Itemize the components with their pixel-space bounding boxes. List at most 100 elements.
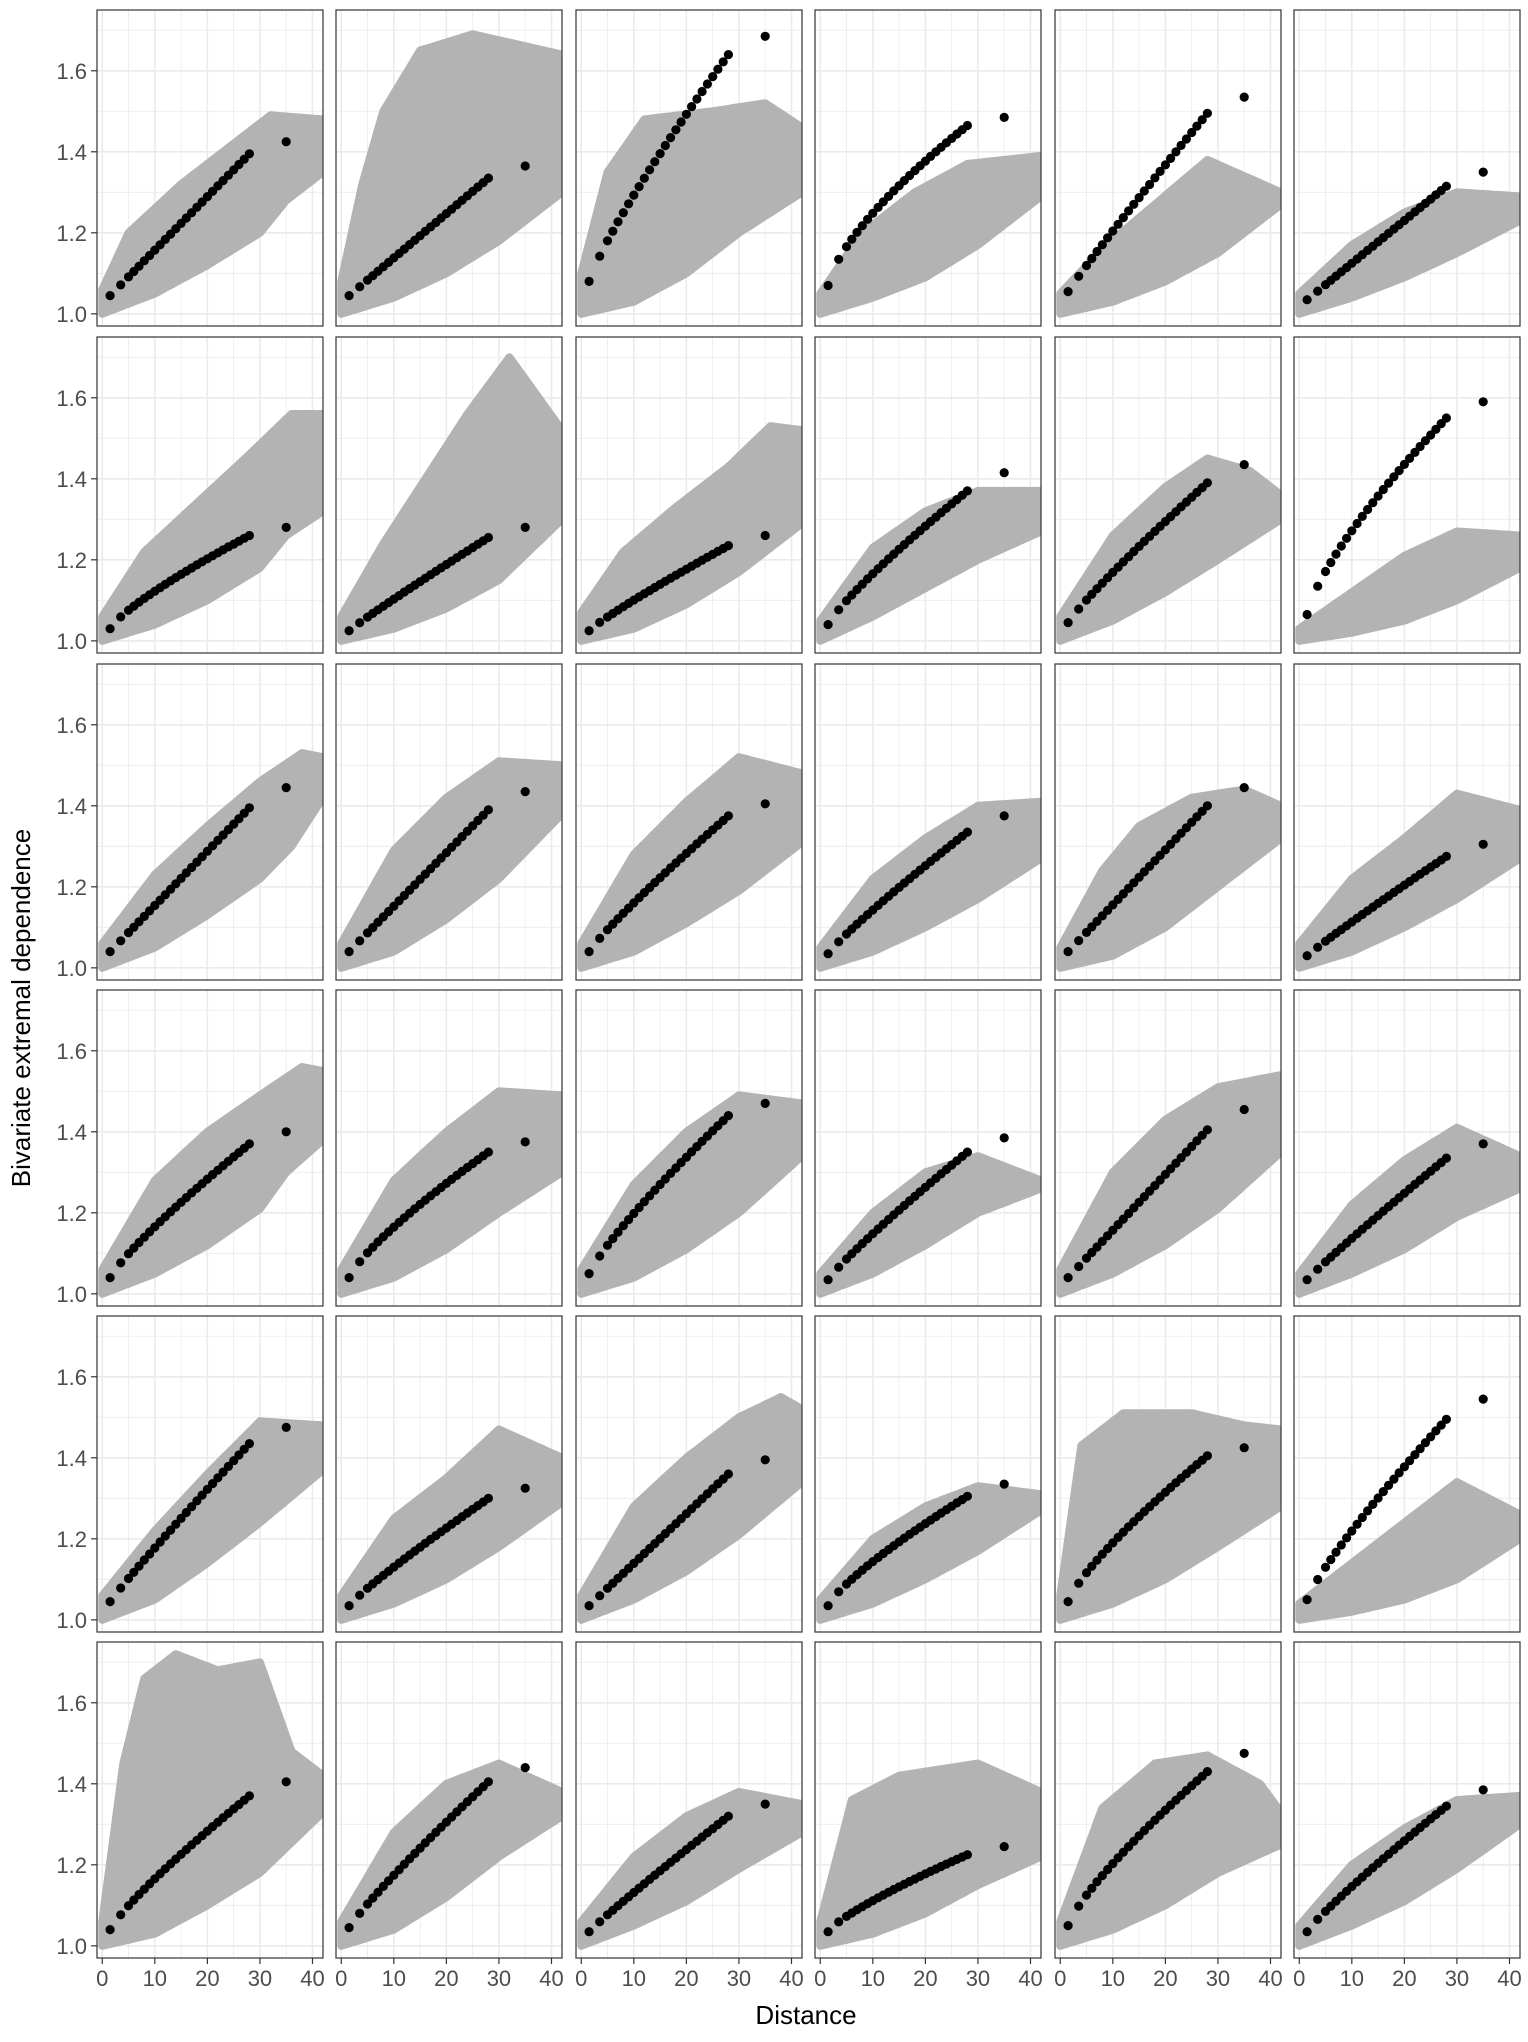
data-point (1320, 1562, 1331, 1572)
data-point (634, 182, 644, 192)
data-point (244, 803, 254, 813)
data-point (999, 1133, 1009, 1143)
point-series (344, 522, 530, 636)
point-series (1302, 1785, 1488, 1937)
data-point (105, 1597, 115, 1607)
point-series (1063, 1748, 1249, 1931)
data-point (1063, 1273, 1073, 1283)
y-tick-label: 1.4 (56, 1446, 87, 1471)
data-point (1399, 459, 1409, 469)
y-tick-label: 1.0 (56, 1608, 87, 1633)
simulation-envelope (577, 1787, 802, 1950)
point-series (1063, 1104, 1249, 1283)
facet-panel-r6-c2 (335, 1641, 563, 1959)
point-series (584, 1455, 770, 1611)
data-point (1389, 472, 1399, 482)
data-point (1092, 1555, 1102, 1565)
data-point (155, 1537, 165, 1547)
facet-panel-r5-c3 (575, 1315, 803, 1633)
data-point (708, 72, 718, 82)
x-tick-label: 40 (779, 1966, 803, 1991)
data-point (1363, 1506, 1373, 1516)
data-point (1187, 127, 1197, 138)
data-point (1074, 1901, 1084, 1911)
data-point (134, 1561, 144, 1571)
simulation-envelope (98, 1063, 323, 1298)
panel-border (814, 1641, 1042, 1959)
data-point (602, 236, 613, 246)
data-point (1103, 233, 1113, 243)
data-point (608, 226, 618, 236)
data-point (1441, 413, 1451, 423)
data-point (1384, 1480, 1394, 1490)
data-point (1155, 166, 1165, 176)
data-point (1410, 1450, 1420, 1460)
data-point (1441, 1414, 1451, 1424)
data-point (1074, 1578, 1084, 1588)
data-point (1074, 604, 1084, 614)
data-point (823, 620, 833, 630)
data-point (344, 291, 354, 301)
y-tick-label: 1.6 (56, 1365, 87, 1390)
x-axis-title: Distance (755, 2000, 856, 2030)
data-point (723, 1811, 734, 1821)
data-point (1363, 504, 1373, 515)
data-point (834, 254, 844, 264)
panel-border (1293, 9, 1521, 327)
data-point (1347, 1526, 1357, 1536)
data-point (760, 1799, 770, 1809)
data-point (1478, 1394, 1488, 1404)
data-point (823, 949, 833, 959)
data-point (1368, 1499, 1378, 1509)
data-point (608, 1234, 618, 1244)
data-point (723, 1469, 734, 1479)
data-point (1342, 1533, 1352, 1543)
data-point (1326, 1555, 1336, 1565)
panel-border (1054, 9, 1282, 327)
data-point (1081, 260, 1092, 271)
data-point (116, 280, 126, 290)
simulation-envelope (1056, 785, 1281, 972)
point-series (344, 1483, 530, 1611)
x-tick-label: 20 (195, 1966, 219, 1991)
panel-border (96, 1641, 324, 1959)
point-series (105, 522, 291, 634)
y-tick-label: 1.4 (56, 467, 87, 492)
data-point (823, 280, 833, 291)
data-point (1150, 173, 1160, 183)
data-point (208, 1479, 218, 1489)
facet-panel-r4-c5 (1054, 989, 1282, 1307)
y-tick-label: 1.6 (56, 59, 87, 84)
data-point (281, 1777, 291, 1787)
point-series (823, 1842, 1009, 1937)
data-point (1302, 609, 1312, 620)
data-point (857, 221, 867, 231)
data-point (1134, 193, 1144, 203)
y-axis-title: Bivariate extremal dependence (6, 829, 36, 1187)
point-series (1063, 92, 1249, 297)
facet-panel-r2-c1 (96, 336, 324, 654)
panel-border (96, 989, 324, 1307)
data-point (244, 149, 254, 159)
data-point (613, 217, 623, 227)
facet-panel-r2-c5 (1054, 336, 1282, 654)
point-series (823, 1133, 1009, 1285)
y-tick-label: 1.0 (56, 1282, 87, 1307)
simulation-envelope (577, 1091, 802, 1298)
data-point (1368, 498, 1378, 508)
y-tick-label: 1.0 (56, 629, 87, 654)
x-tick-label: 20 (674, 1966, 698, 1991)
data-point (868, 208, 878, 218)
point-series (105, 137, 291, 301)
data-point (1389, 1474, 1399, 1484)
simulation-envelope (1295, 527, 1520, 645)
data-point (1313, 1914, 1323, 1924)
simulation-envelope (816, 151, 1041, 318)
data-point (123, 1573, 134, 1584)
x-tick-label: 20 (1153, 1966, 1177, 1991)
data-point (718, 57, 728, 67)
data-point (1378, 484, 1388, 495)
data-point (639, 1197, 649, 1207)
data-point (1313, 581, 1323, 591)
